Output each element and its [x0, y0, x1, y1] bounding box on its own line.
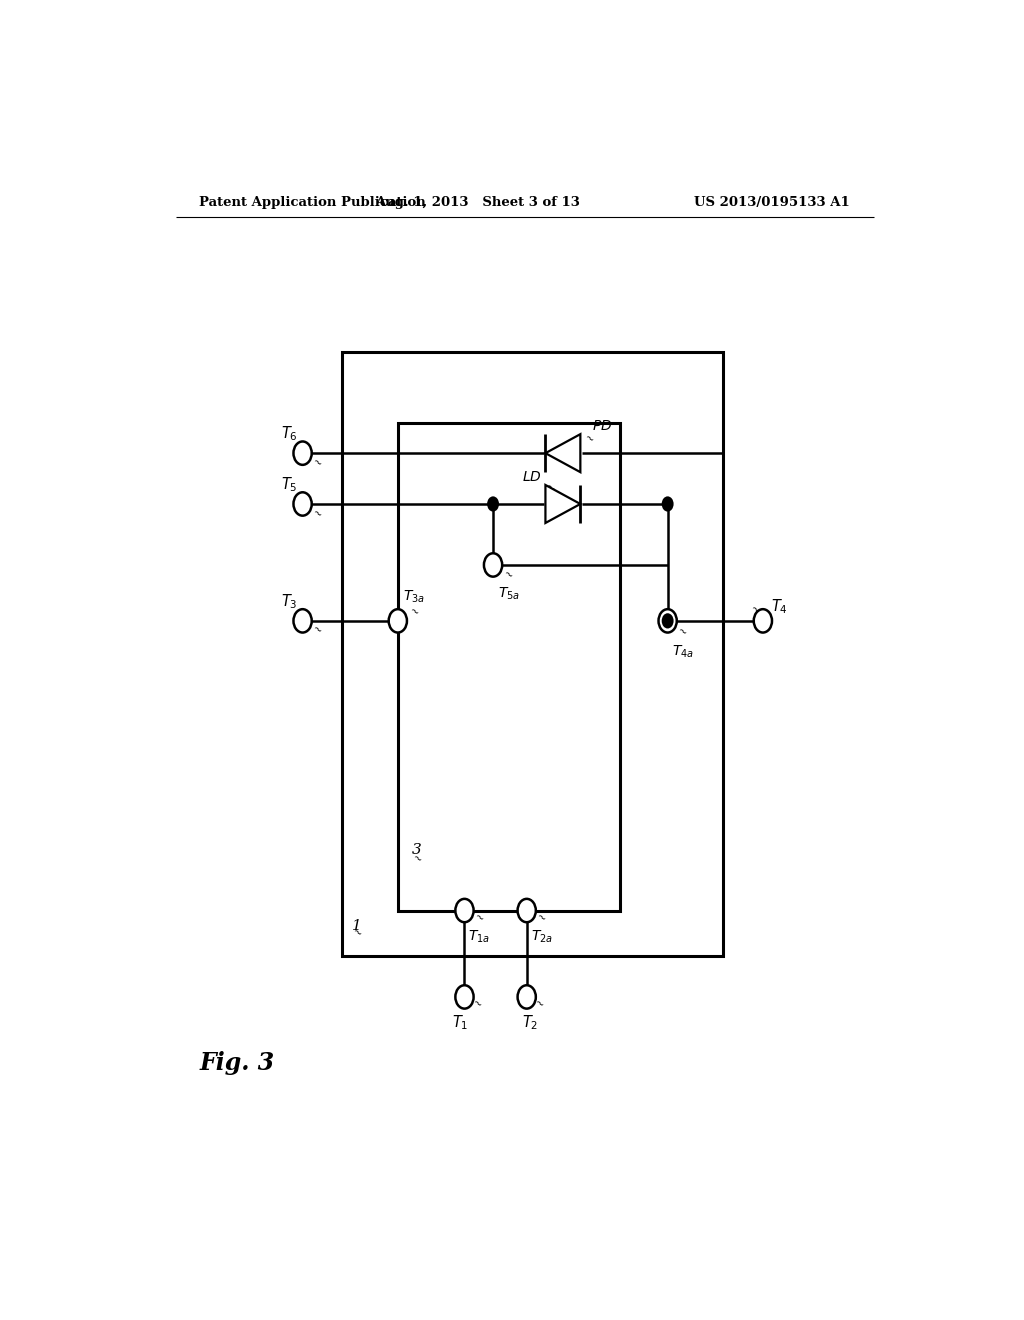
Bar — [342, 351, 723, 956]
Text: ~: ~ — [675, 626, 688, 640]
Text: $LD$: $LD$ — [521, 470, 542, 483]
Text: ~: ~ — [749, 605, 762, 618]
Circle shape — [658, 609, 677, 632]
Circle shape — [487, 496, 499, 512]
Text: $T_5$: $T_5$ — [282, 475, 298, 494]
Text: ~: ~ — [535, 912, 548, 925]
Text: ~: ~ — [310, 624, 324, 638]
Text: $T_4$: $T_4$ — [771, 597, 787, 615]
Circle shape — [662, 496, 674, 512]
Circle shape — [754, 609, 772, 632]
Text: $PD$: $PD$ — [592, 418, 612, 433]
Text: ~: ~ — [411, 853, 424, 866]
Text: $T_{4a}$: $T_{4a}$ — [672, 643, 693, 660]
Bar — [397, 422, 620, 911]
Text: ~: ~ — [310, 457, 324, 470]
Circle shape — [662, 614, 674, 628]
Circle shape — [294, 609, 311, 632]
Text: 3: 3 — [412, 842, 422, 857]
Text: Patent Application Publication: Patent Application Publication — [200, 195, 426, 209]
Text: ~: ~ — [407, 606, 421, 619]
Text: $T_1$: $T_1$ — [453, 1014, 469, 1032]
Text: ~: ~ — [531, 998, 545, 1012]
Text: ~: ~ — [472, 912, 485, 925]
Circle shape — [517, 899, 536, 923]
Circle shape — [456, 899, 474, 923]
Text: ~: ~ — [310, 507, 324, 521]
Text: ~: ~ — [582, 433, 595, 446]
Text: Aug. 1, 2013   Sheet 3 of 13: Aug. 1, 2013 Sheet 3 of 13 — [375, 195, 580, 209]
Text: $T_{1a}$: $T_{1a}$ — [468, 929, 490, 945]
Text: 1: 1 — [352, 919, 361, 933]
Circle shape — [294, 492, 311, 516]
Text: $T_{2a}$: $T_{2a}$ — [530, 929, 553, 945]
Text: ~: ~ — [350, 927, 364, 941]
Circle shape — [294, 441, 311, 465]
Text: Fig. 3: Fig. 3 — [200, 1051, 274, 1074]
Text: ~: ~ — [543, 482, 556, 495]
Text: $T_{3a}$: $T_{3a}$ — [402, 589, 425, 605]
Circle shape — [517, 985, 536, 1008]
Circle shape — [456, 985, 474, 1008]
Text: $T_{5a}$: $T_{5a}$ — [498, 585, 520, 602]
Text: ~: ~ — [470, 998, 483, 1012]
Text: ~: ~ — [501, 569, 514, 582]
Text: $T_2$: $T_2$ — [521, 1014, 538, 1032]
Circle shape — [484, 553, 502, 577]
Text: US 2013/0195133 A1: US 2013/0195133 A1 — [694, 195, 850, 209]
Circle shape — [389, 609, 407, 632]
Text: $T_6$: $T_6$ — [281, 424, 298, 444]
Text: $T_3$: $T_3$ — [282, 591, 298, 611]
